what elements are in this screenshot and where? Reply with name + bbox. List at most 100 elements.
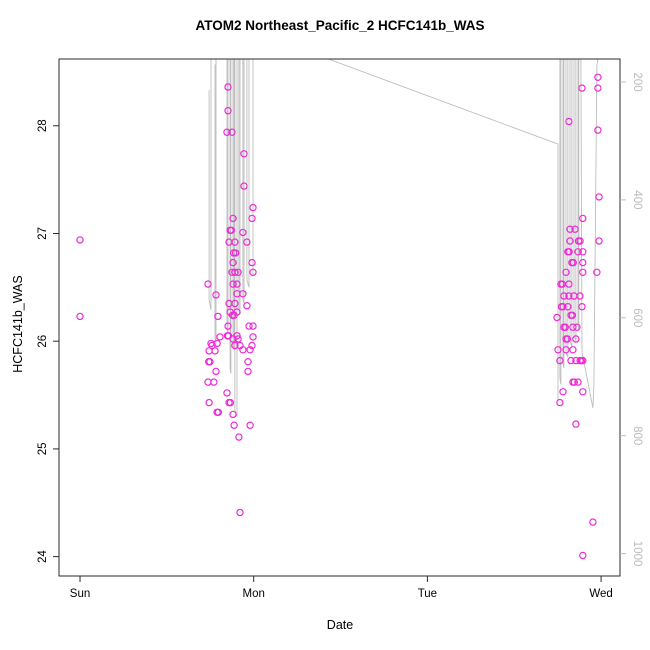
data-point xyxy=(236,508,244,517)
data-point xyxy=(248,258,256,267)
data-point xyxy=(227,226,235,234)
data-point xyxy=(561,323,570,331)
data-point xyxy=(214,408,222,416)
data-point xyxy=(204,378,212,386)
data-point xyxy=(246,346,254,354)
data-point xyxy=(579,214,587,223)
x-tick-label: Tue xyxy=(418,588,437,600)
data-point xyxy=(231,299,239,308)
data-point xyxy=(560,292,568,300)
flight-track-line xyxy=(577,59,580,331)
data-point xyxy=(76,312,84,321)
data-point xyxy=(224,322,232,330)
data-point xyxy=(226,398,235,407)
y-tick-label: 28 xyxy=(37,119,49,132)
data-point xyxy=(553,313,561,322)
data-point xyxy=(224,106,232,115)
data-point xyxy=(562,346,570,354)
data-point xyxy=(233,280,241,288)
data-point xyxy=(579,551,587,560)
data-point xyxy=(244,367,252,376)
data-point xyxy=(565,248,573,256)
data-point xyxy=(239,346,247,354)
data-point xyxy=(240,182,248,190)
flight-track-line xyxy=(569,59,573,347)
data-point xyxy=(243,302,251,310)
data-point xyxy=(564,303,572,311)
data-point xyxy=(231,238,239,246)
data-point xyxy=(565,117,573,126)
data-point xyxy=(595,193,603,201)
data-point xyxy=(212,367,220,376)
data-point xyxy=(246,421,254,429)
data-point xyxy=(579,268,587,276)
data-point xyxy=(76,236,84,244)
data-point xyxy=(574,378,582,386)
data-point xyxy=(206,358,214,366)
flight-track-line xyxy=(214,59,217,347)
data-point xyxy=(214,312,222,321)
data-point xyxy=(249,268,257,276)
plot-border xyxy=(58,58,621,577)
flight-track-line xyxy=(246,59,250,288)
data-point xyxy=(239,290,247,298)
flight-track-line xyxy=(580,58,599,409)
x-tick-label: Mon xyxy=(243,588,265,600)
data-point xyxy=(245,322,253,330)
data-point xyxy=(593,268,601,276)
x-axis-label: Date xyxy=(326,618,354,632)
data-point xyxy=(554,346,562,354)
data-point xyxy=(235,433,243,441)
flight-track-line xyxy=(559,59,562,385)
data-point xyxy=(576,292,584,300)
right-tick-label: 600 xyxy=(631,308,643,327)
data-point xyxy=(594,73,602,82)
data-point xyxy=(594,84,602,92)
y-axis-label: HCFC141b_WAS xyxy=(11,275,25,373)
data-point xyxy=(231,268,239,276)
data-point xyxy=(578,303,586,311)
data-point xyxy=(224,83,232,91)
data-point xyxy=(234,268,242,276)
data-point xyxy=(559,388,567,396)
data-point xyxy=(579,248,587,256)
data-point xyxy=(569,346,577,354)
data-point xyxy=(229,335,237,343)
data-point xyxy=(229,214,237,223)
y-tick-label: 27 xyxy=(37,227,49,240)
data-point xyxy=(240,150,248,158)
data-point xyxy=(243,238,251,246)
data-point xyxy=(208,341,216,350)
data-point xyxy=(594,126,602,134)
data-point xyxy=(228,128,236,136)
data-point xyxy=(223,128,231,136)
data-point xyxy=(205,398,213,407)
data-point xyxy=(565,280,573,288)
data-point xyxy=(576,237,584,245)
x-tick-label: Wed xyxy=(589,588,612,600)
y-tick-label: 26 xyxy=(37,335,49,348)
data-point xyxy=(234,335,242,343)
data-point xyxy=(216,333,224,341)
data-point xyxy=(212,291,220,299)
flight-track-line xyxy=(565,59,569,358)
data-point xyxy=(578,84,586,92)
data-point xyxy=(229,280,237,288)
data-point xyxy=(589,518,597,526)
flight-track-line xyxy=(226,59,229,335)
data-point xyxy=(567,356,575,365)
data-point xyxy=(566,237,574,245)
data-point xyxy=(566,225,574,233)
data-point xyxy=(562,268,570,276)
chart-title: ATOM2 Northeast_Pacific_2 HCFC141b_WAS xyxy=(195,18,485,33)
data-point xyxy=(579,258,587,267)
data-point xyxy=(249,203,257,212)
data-point xyxy=(249,322,257,330)
data-point xyxy=(248,214,256,223)
data-point xyxy=(239,228,247,237)
data-point xyxy=(569,323,577,331)
data-point xyxy=(572,420,580,428)
data-point xyxy=(204,280,212,288)
